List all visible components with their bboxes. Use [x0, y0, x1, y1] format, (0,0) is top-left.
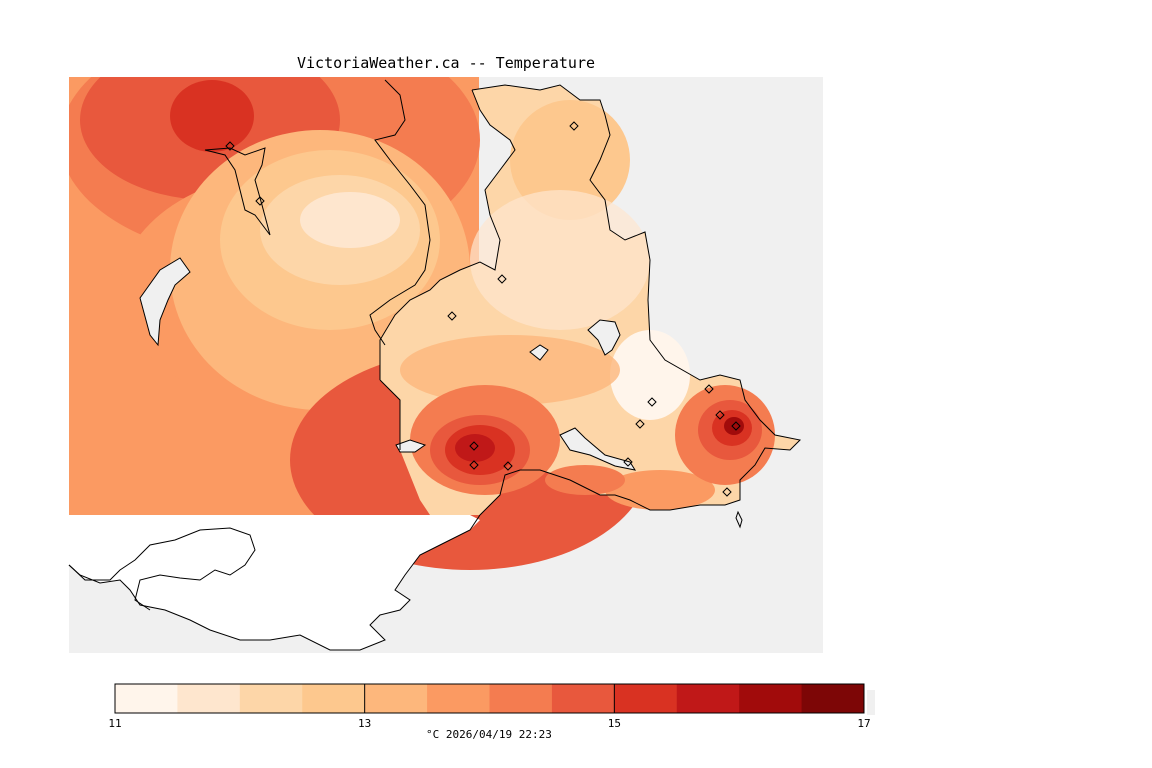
colorbar-tick-label: 17 — [857, 717, 870, 730]
colorbar-swatch — [115, 684, 178, 713]
colorbar-swatch — [427, 684, 490, 713]
colorbar-ticks: 11 13 15 17 — [108, 684, 871, 730]
station-marker[interactable] — [715, 410, 725, 420]
coastlines — [68, 79, 802, 651]
station-marker[interactable] — [569, 121, 579, 131]
colorbar-swatch — [801, 684, 865, 713]
colorbar-swatch — [739, 684, 803, 713]
station-marker[interactable] — [647, 397, 657, 407]
colorbar-caption: °C 2026/04/19 22:23 — [426, 728, 552, 741]
island-lake — [588, 320, 620, 355]
colorbar-swatch — [489, 684, 553, 713]
station-marker[interactable] — [447, 311, 457, 321]
station-marker[interactable] — [635, 419, 645, 429]
weather-stations — [225, 121, 741, 497]
station-marker[interactable] — [225, 141, 235, 151]
station-marker[interactable] — [731, 421, 741, 431]
colorbar-tick-label: 15 — [608, 717, 621, 730]
colorbar-tick-label: 13 — [358, 717, 371, 730]
colorbar-swatch — [239, 684, 303, 713]
station-marker[interactable] — [469, 460, 479, 470]
station-marker[interactable] — [497, 274, 507, 284]
island-west — [140, 258, 190, 345]
colorbar-swatches — [115, 684, 865, 713]
colorbar-swatch — [177, 684, 241, 713]
colorbar-swatch — [551, 684, 615, 713]
station-marker[interactable] — [469, 441, 479, 451]
station-marker[interactable] — [503, 461, 513, 471]
station-marker[interactable] — [722, 487, 732, 497]
station-marker[interactable] — [704, 384, 714, 394]
colorbar-swatch — [676, 684, 740, 713]
station-marker[interactable] — [255, 196, 265, 206]
colorbar-swatch — [614, 684, 678, 713]
temperature-field-east — [400, 100, 775, 510]
island-small — [530, 345, 548, 360]
colorbar-swatch — [364, 684, 428, 713]
station-marker[interactable] — [623, 457, 633, 467]
southern-land — [69, 515, 480, 650]
colorbar-tick-label: 11 — [108, 717, 121, 730]
colorbar-swatch — [302, 684, 366, 713]
map-title: VictoriaWeather.ca -- Temperature — [297, 54, 596, 72]
